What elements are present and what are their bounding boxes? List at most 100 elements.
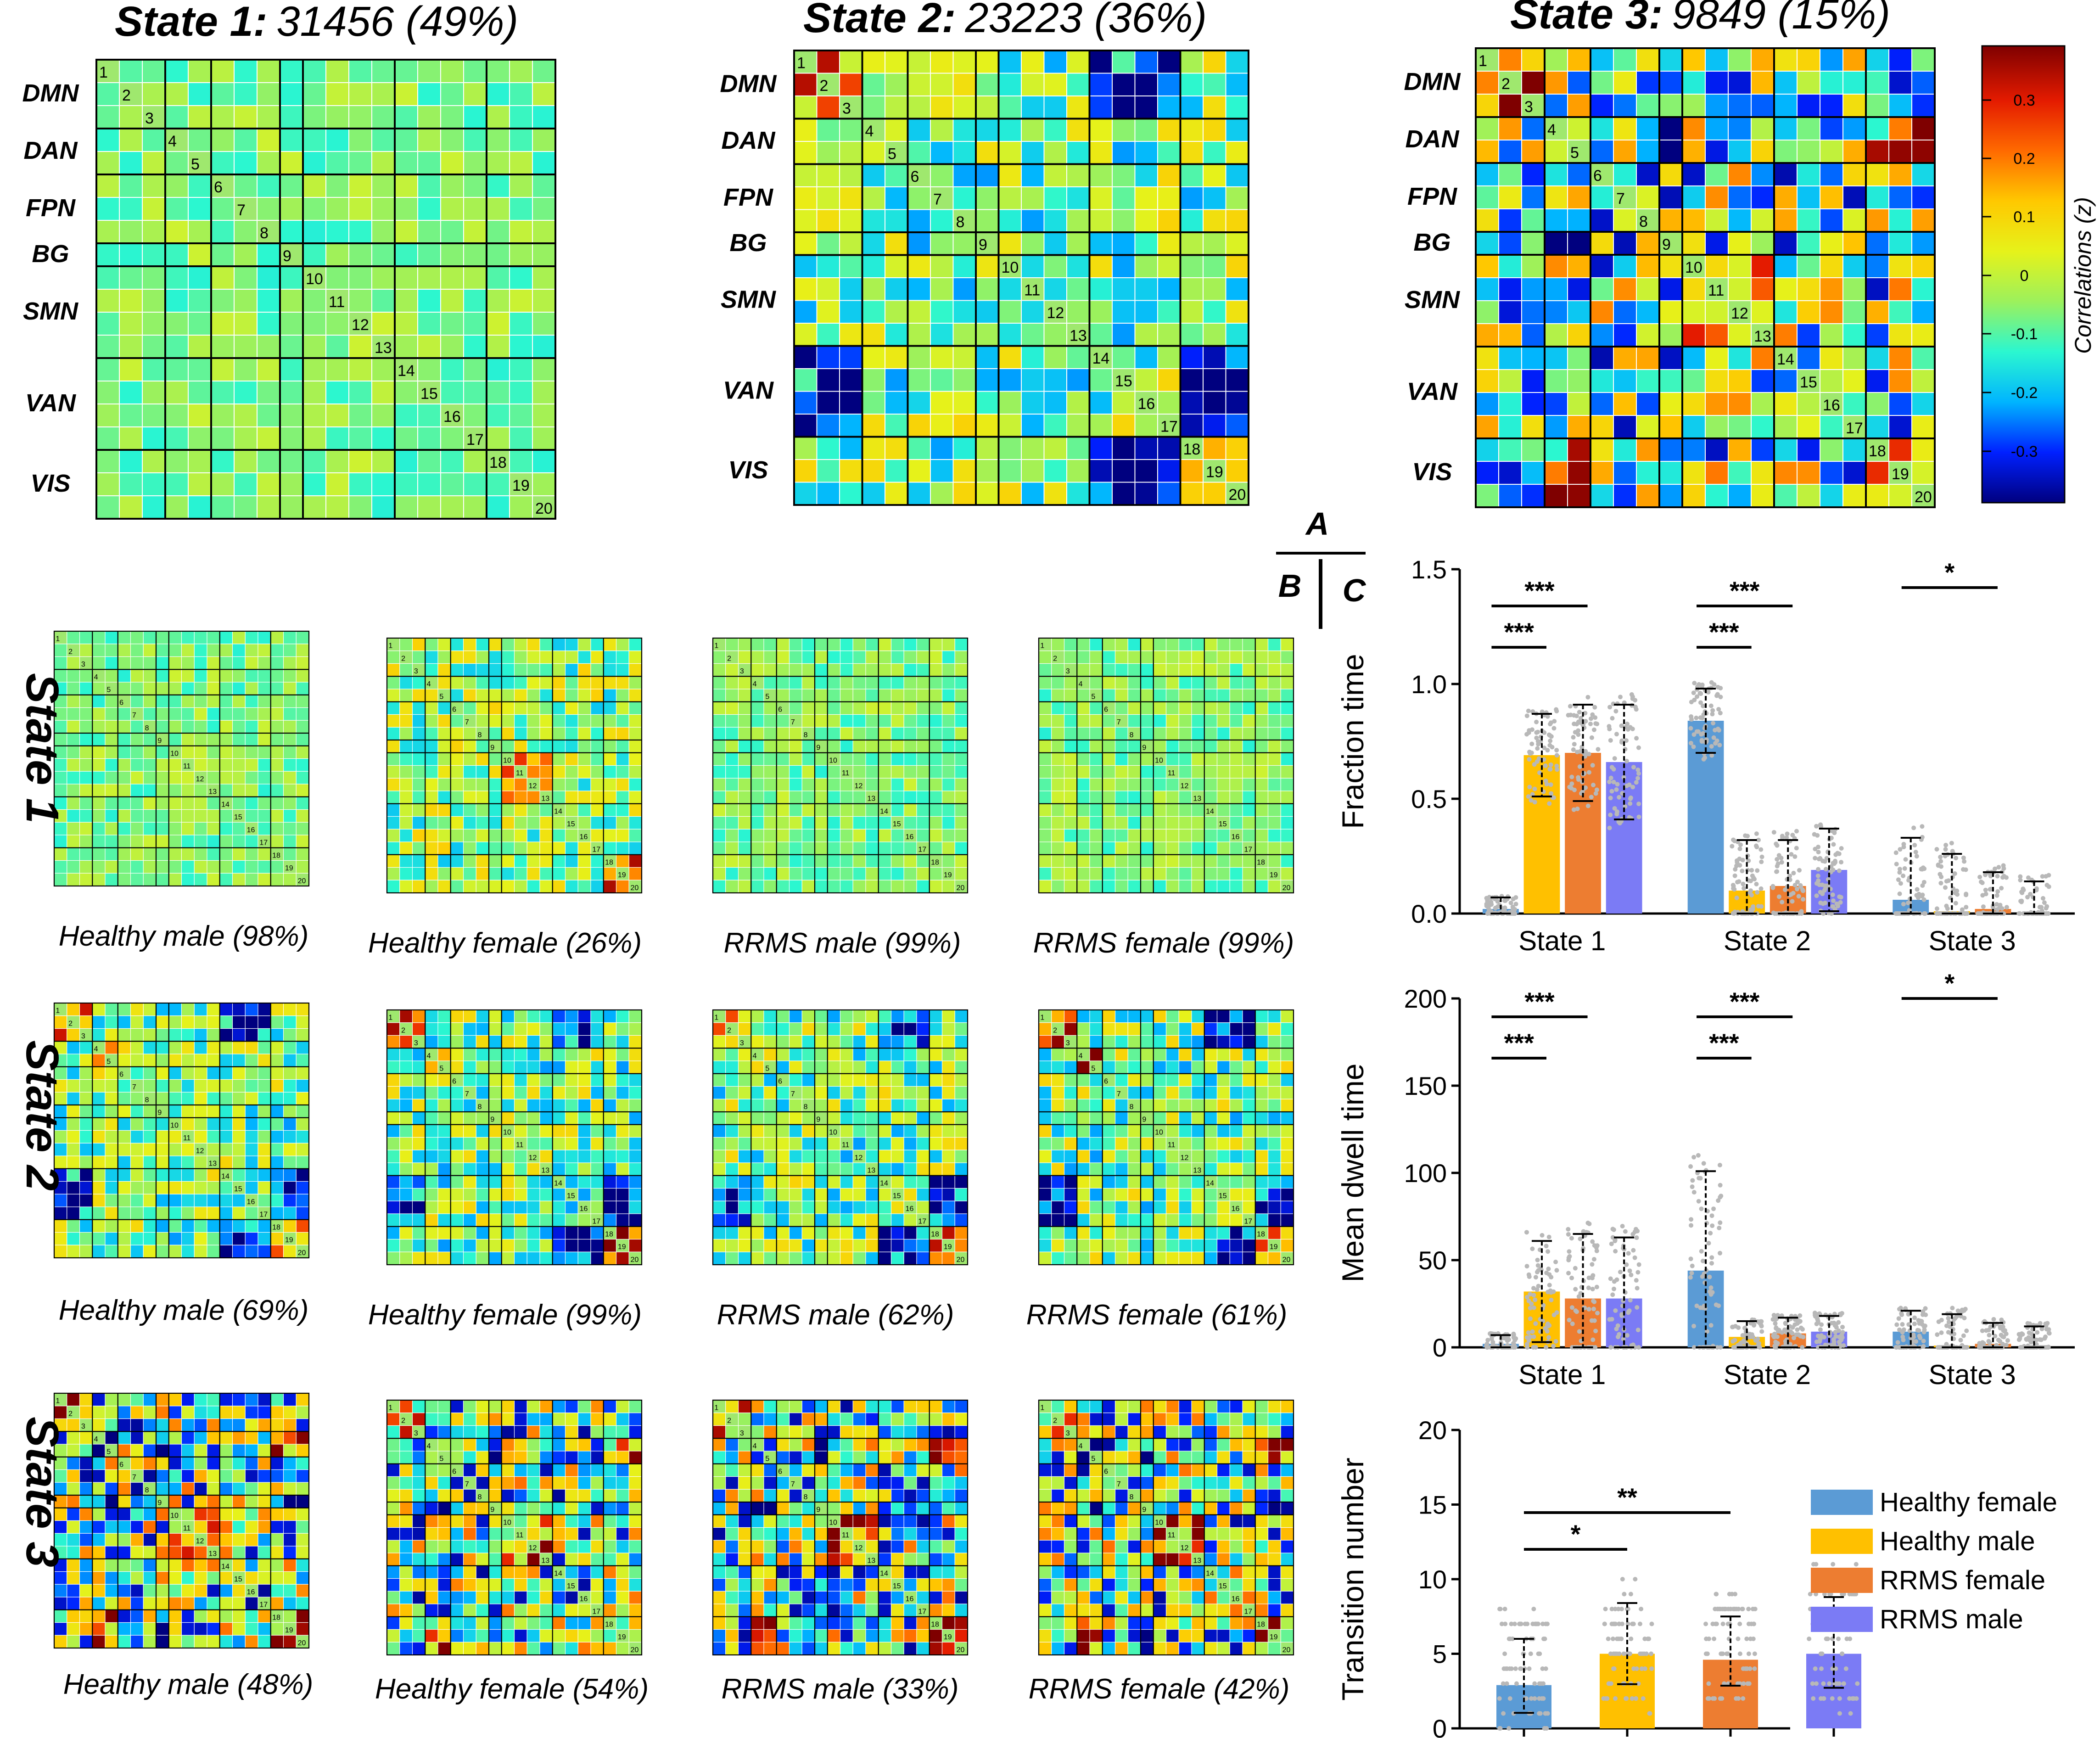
matrix-cell <box>577 829 591 842</box>
matrix-cell <box>776 740 790 753</box>
matrix-cell <box>794 414 818 437</box>
matrix-cell <box>1911 208 1935 232</box>
matrix-cell <box>232 1444 246 1458</box>
matrix-cell <box>296 1431 309 1445</box>
matrix-cell <box>1134 345 1158 369</box>
matrix-cell <box>1178 791 1192 804</box>
matrix-cell <box>1102 676 1116 690</box>
matrix-cell <box>930 391 954 415</box>
matrix-cell <box>1127 1048 1141 1061</box>
matrix-cell <box>552 1048 566 1061</box>
matrix-cell <box>488 638 502 651</box>
matrix-cell <box>712 1149 726 1163</box>
matrix-cell <box>789 676 802 690</box>
node-index-label: 9 <box>1142 1116 1146 1124</box>
matrix-cell <box>616 1226 629 1240</box>
matrix-cell <box>488 1048 502 1061</box>
matrix-cell <box>725 1137 739 1150</box>
matrix-cell <box>1165 701 1179 715</box>
matrix-cell <box>1134 232 1158 256</box>
matrix-cell <box>1705 140 1729 163</box>
matrix-cell <box>425 714 438 728</box>
matrix-cell <box>1112 459 1136 483</box>
matrix-cell <box>712 740 726 753</box>
matrix-cell <box>1153 1200 1167 1214</box>
matrix-cell <box>168 758 182 772</box>
matrix-cell <box>105 796 118 810</box>
matrix-cell <box>1590 94 1614 118</box>
matrix-cell <box>105 720 118 734</box>
matrix-cell <box>603 1111 617 1125</box>
matrix-cell <box>1191 854 1205 868</box>
matrix-cell <box>789 638 802 651</box>
matrix-cell <box>1888 300 1912 324</box>
matrix-cell <box>1225 300 1249 324</box>
matrix-cell <box>296 644 309 657</box>
matrix-cell <box>929 650 943 664</box>
matrix-cell <box>1255 689 1269 702</box>
matrix-cell <box>1751 277 1775 301</box>
matrix-cell <box>296 1117 309 1131</box>
matrix-cell <box>801 854 815 868</box>
matrix-cell <box>1038 1213 1052 1227</box>
matrix-cell <box>1153 778 1167 791</box>
matrix-cell <box>105 669 118 683</box>
matrix-cell <box>245 1219 258 1233</box>
node-index-label: 7 <box>791 718 795 726</box>
matrix-cell <box>1114 752 1128 766</box>
matrix-cell <box>412 880 426 893</box>
matrix-cell <box>92 1104 106 1118</box>
matrix-cell <box>840 689 853 702</box>
node-index-label: 3 <box>81 1032 85 1040</box>
matrix-cell <box>348 82 372 106</box>
matrix-cell <box>219 1431 233 1445</box>
matrix-cell <box>1043 414 1067 437</box>
matrix-cell <box>526 1226 540 1240</box>
matrix-cell <box>929 727 943 740</box>
matrix-cell <box>1229 663 1243 677</box>
matrix-cell <box>399 803 413 817</box>
matrix-cell <box>941 740 955 753</box>
matrix-cell <box>1229 727 1243 740</box>
matrix-cell <box>130 1219 144 1233</box>
matrix-cell <box>476 803 489 817</box>
matrix-cell <box>386 791 400 804</box>
matrix-cell <box>425 676 438 690</box>
matrix-cell <box>156 1418 169 1432</box>
matrix-cell <box>118 809 131 823</box>
matrix-cell <box>725 1200 739 1214</box>
matrix-cell <box>283 1219 297 1233</box>
matrix-cell <box>1021 414 1045 437</box>
node-index-label: 9 <box>816 744 820 752</box>
matrix-cell <box>1229 676 1243 690</box>
matrix-cell <box>1134 459 1158 483</box>
matrix-cell <box>232 1194 246 1207</box>
matrix-cell <box>1242 714 1256 728</box>
matrix-cell <box>143 1054 157 1067</box>
matrix-cell <box>258 1155 271 1169</box>
matrix-cell <box>67 1155 80 1169</box>
matrix-cell <box>296 1219 309 1233</box>
matrix-cell <box>130 1418 144 1432</box>
matrix-cell <box>181 1393 195 1407</box>
matrix-cell <box>903 1188 917 1201</box>
matrix-cell <box>296 1469 309 1483</box>
matrix-cell <box>283 1418 297 1432</box>
matrix-cell <box>463 1073 476 1087</box>
matrix-cell <box>119 289 143 313</box>
matrix-cell <box>194 1130 207 1144</box>
matrix-cell <box>526 1099 540 1112</box>
matrix-cell <box>789 1213 802 1227</box>
matrix-cell <box>750 1073 764 1087</box>
matrix-cell <box>119 449 143 473</box>
matrix-cell <box>440 358 464 381</box>
matrix-cell <box>998 163 1022 187</box>
matrix-cell <box>302 472 326 496</box>
matrix-cell <box>827 1060 841 1074</box>
matrix-cell <box>1705 185 1729 209</box>
matrix-cell <box>207 1482 220 1496</box>
matrix-cell <box>1140 1124 1154 1138</box>
matrix-cell <box>1051 791 1065 804</box>
matrix-cell <box>450 1099 464 1112</box>
matrix-cell <box>916 841 930 855</box>
